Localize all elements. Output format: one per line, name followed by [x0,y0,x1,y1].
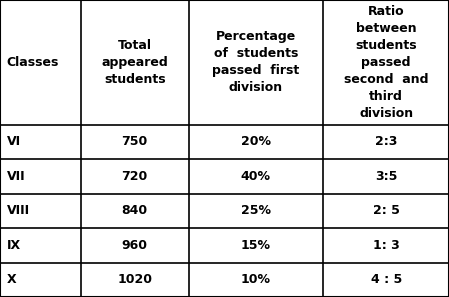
Text: VIII: VIII [7,204,30,217]
Text: 840: 840 [122,204,148,217]
Text: 4 : 5: 4 : 5 [370,273,402,286]
Text: 1020: 1020 [117,273,152,286]
Text: VI: VI [7,135,21,148]
Text: Percentage
of  students
passed  first
division: Percentage of students passed first divi… [212,30,299,94]
Text: X: X [7,273,16,286]
Text: 2:3: 2:3 [375,135,397,148]
Text: 1: 3: 1: 3 [373,239,400,252]
Text: Total
appeared
students: Total appeared students [101,39,168,86]
Text: 20%: 20% [241,135,271,148]
Text: 2: 5: 2: 5 [373,204,400,217]
Text: Ratio
between
students
passed
second  and
third
division: Ratio between students passed second and… [344,5,428,120]
Text: VII: VII [7,170,25,183]
Text: 960: 960 [122,239,148,252]
Text: 15%: 15% [241,239,271,252]
Text: 750: 750 [122,135,148,148]
Text: 40%: 40% [241,170,271,183]
Text: 25%: 25% [241,204,271,217]
Text: 10%: 10% [241,273,271,286]
Text: 720: 720 [122,170,148,183]
Text: IX: IX [7,239,21,252]
Text: Classes: Classes [7,56,59,69]
Text: 3:5: 3:5 [375,170,397,183]
